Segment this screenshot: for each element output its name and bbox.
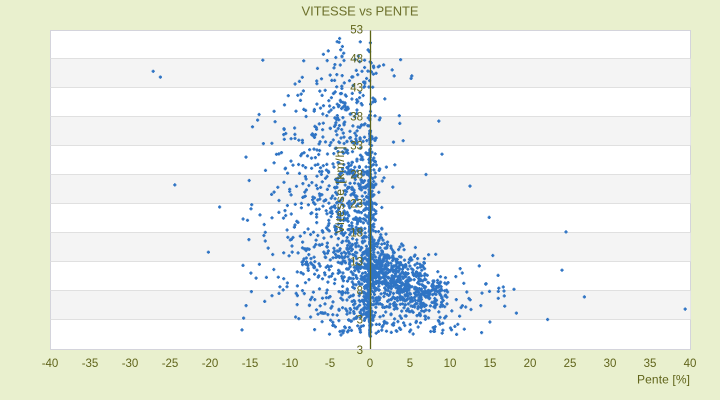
- svg-text:-25: -25: [162, 358, 179, 370]
- svg-text:-30: -30: [122, 358, 139, 370]
- svg-text:23: 23: [350, 199, 363, 211]
- svg-text:38: 38: [350, 112, 363, 124]
- svg-text:18: 18: [350, 228, 363, 240]
- svg-text:3: 3: [357, 345, 363, 357]
- svg-text:8: 8: [357, 286, 363, 298]
- svg-text:25: 25: [564, 358, 577, 370]
- svg-text:30: 30: [604, 358, 617, 370]
- svg-text:10: 10: [444, 358, 457, 370]
- svg-text:0: 0: [367, 358, 373, 370]
- svg-text:-10: -10: [282, 358, 299, 370]
- svg-text:35: 35: [644, 358, 657, 370]
- svg-text:40: 40: [684, 358, 697, 370]
- svg-text:-40: -40: [42, 358, 59, 370]
- svg-text:33: 33: [350, 141, 363, 153]
- svg-text:-20: -20: [202, 358, 219, 370]
- svg-text:-15: -15: [242, 358, 259, 370]
- svg-text:48: 48: [350, 54, 363, 66]
- svg-text:53: 53: [350, 25, 363, 37]
- svg-text:15: 15: [484, 358, 497, 370]
- svg-text:20: 20: [524, 358, 537, 370]
- svg-text:13: 13: [350, 257, 363, 269]
- svg-text:43: 43: [350, 83, 363, 95]
- svg-text:-5: -5: [325, 358, 335, 370]
- svg-text:VITESSE vs PENTE: VITESSE vs PENTE: [302, 3, 419, 18]
- svg-text:28: 28: [350, 170, 363, 182]
- svg-text:-35: -35: [82, 358, 99, 370]
- svg-text:3: 3: [357, 315, 363, 327]
- svg-text:5: 5: [407, 358, 413, 370]
- svg-text:Vitesse [km/h]: Vitesse [km/h]: [333, 147, 347, 234]
- svg-text:Pente [%]: Pente [%]: [637, 373, 690, 387]
